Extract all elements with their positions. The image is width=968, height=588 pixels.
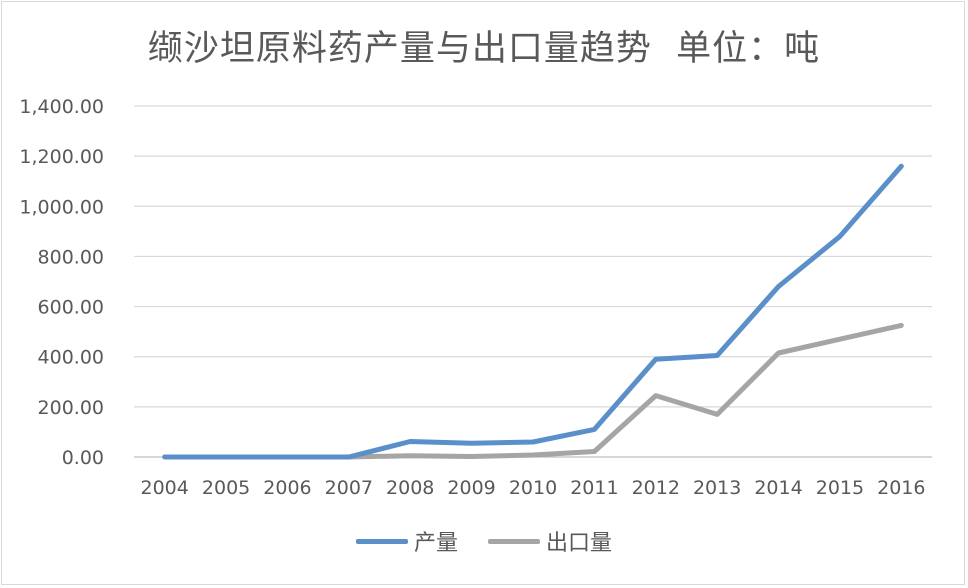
x-tick-label: 2011 <box>570 477 618 499</box>
x-tick-label: 2014 <box>754 477 802 499</box>
x-tick-label: 2005 <box>202 477 250 499</box>
x-tick-label: 2006 <box>263 477 311 499</box>
x-tick-label: 2007 <box>325 477 373 499</box>
x-tick-label: 2010 <box>509 477 557 499</box>
y-tick-label: 1,400.00 <box>19 96 104 118</box>
series-line-export <box>162 322 904 460</box>
x-tick-label: 2015 <box>816 477 864 499</box>
series-line-production <box>162 163 904 460</box>
series-lines <box>162 163 904 460</box>
y-tick-label: 800.00 <box>38 246 104 268</box>
y-axis-ticks: 0.00 200.00 400.00 600.00 800.00 1,000.00 1,20… <box>19 96 104 469</box>
legend-label-production: 产量 <box>413 531 458 556</box>
legend: 产量 出口量 <box>0 524 968 558</box>
legend-item-production: 产量 <box>355 525 458 557</box>
legend-label-export: 出口量 <box>546 531 613 556</box>
legend-item-export: 出口量 <box>488 525 612 557</box>
y-tick-label: 400.00 <box>38 347 104 369</box>
y-tick-label: 1,200.00 <box>19 146 104 168</box>
y-tick-label: 200.00 <box>38 397 104 419</box>
y-tick-label: 0.00 <box>62 447 104 469</box>
x-tick-label: 2012 <box>632 477 680 499</box>
x-tick-label: 2009 <box>447 477 495 499</box>
legend-swatch-export <box>488 538 540 544</box>
x-tick-label: 2008 <box>386 477 434 499</box>
gridlines <box>134 105 932 458</box>
y-tick-label: 600.00 <box>38 297 104 319</box>
x-axis-ticks: 2004 2005 2006 2007 2008 2009 2010 2011 2012 2013… <box>141 477 926 499</box>
x-tick-label: 2004 <box>141 477 189 499</box>
x-tick-label: 2016 <box>877 477 925 499</box>
y-tick-label: 1,000.00 <box>19 196 104 218</box>
legend-swatch-production <box>355 538 408 544</box>
x-tick-label: 2013 <box>693 477 741 499</box>
chart-title: 缬沙坦原料药产量与出口量趋势 单位：吨 <box>147 29 821 69</box>
